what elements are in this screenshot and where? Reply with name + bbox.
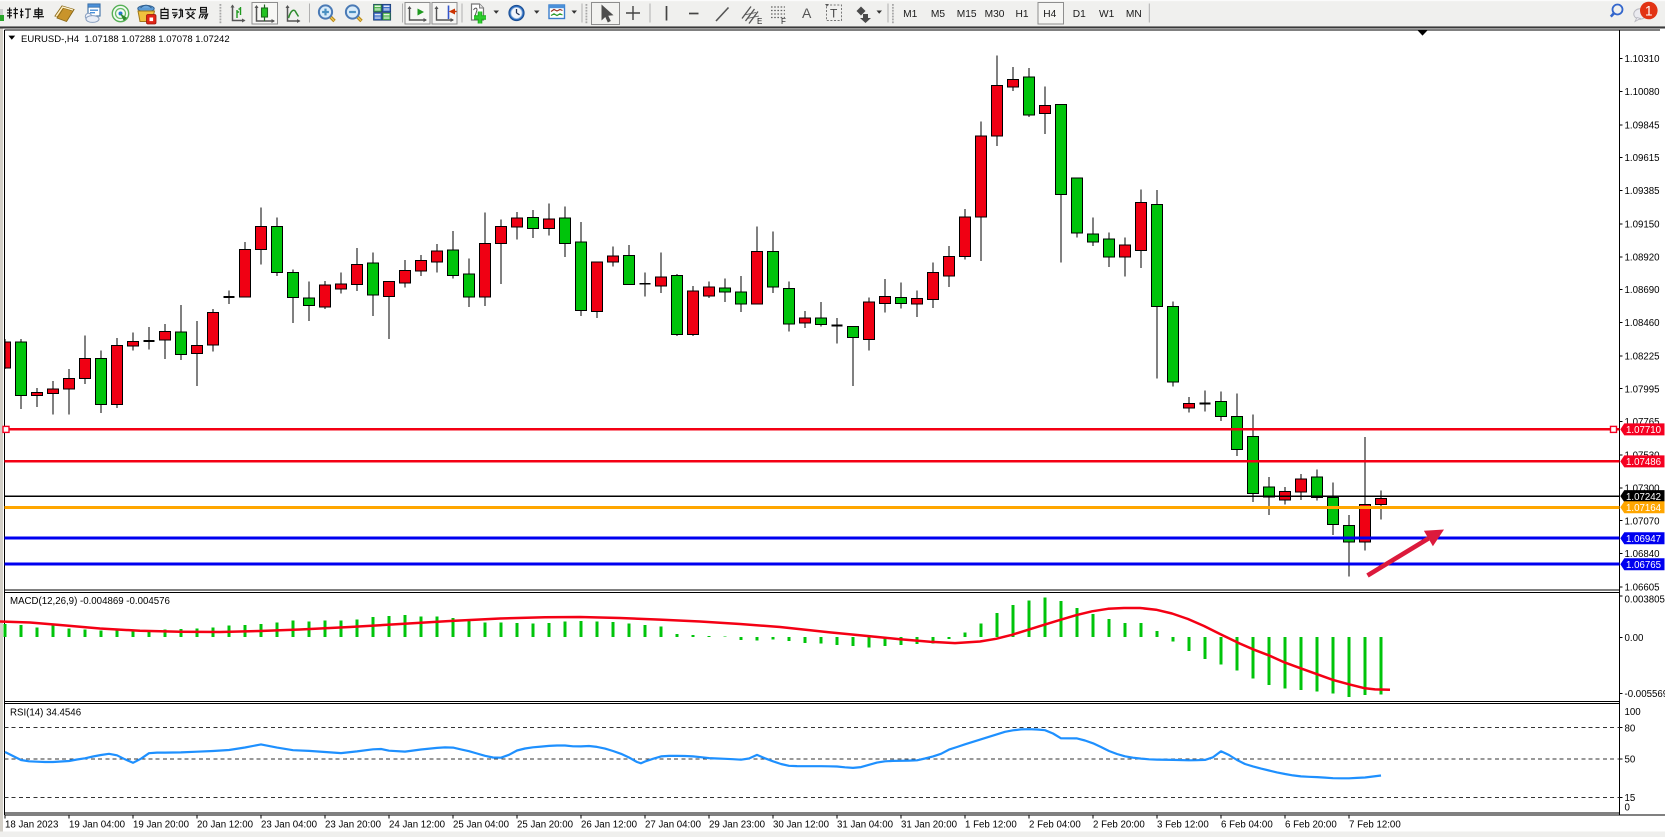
svg-text:H4: H4 — [1043, 9, 1056, 20]
svg-text:3 Feb 12:00: 3 Feb 12:00 — [1157, 820, 1209, 831]
svg-text:7 Feb 12:00: 7 Feb 12:00 — [1349, 820, 1401, 831]
svg-text:1.06765: 1.06765 — [1626, 560, 1661, 571]
svg-text:1.09845: 1.09845 — [1625, 120, 1660, 131]
svg-text:MN: MN — [1126, 9, 1142, 20]
svg-text:20 Jan 12:00: 20 Jan 12:00 — [197, 820, 254, 831]
svg-text:0.003805: 0.003805 — [1625, 595, 1665, 606]
svg-text:1.09615: 1.09615 — [1625, 153, 1660, 164]
svg-text:1.07995: 1.07995 — [1625, 384, 1660, 395]
svg-text:2 Feb 20:00: 2 Feb 20:00 — [1093, 820, 1145, 831]
svg-text:T: T — [830, 7, 838, 21]
svg-text:1.07486: 1.07486 — [1626, 457, 1661, 468]
svg-text:1.09150: 1.09150 — [1625, 220, 1661, 231]
svg-text:29 Jan 23:00: 29 Jan 23:00 — [709, 820, 766, 831]
svg-text:1.08690: 1.08690 — [1625, 285, 1661, 296]
svg-text:50: 50 — [1625, 755, 1636, 766]
svg-text:1.07242: 1.07242 — [1626, 492, 1661, 503]
svg-text:F: F — [781, 17, 786, 26]
svg-text:0: 0 — [1625, 803, 1631, 814]
svg-text:1.07765: 1.07765 — [1625, 417, 1660, 428]
svg-text:31 Jan 20:00: 31 Jan 20:00 — [901, 820, 958, 831]
svg-text:24 Jan 12:00: 24 Jan 12:00 — [389, 820, 446, 831]
svg-text:31 Jan 04:00: 31 Jan 04:00 — [837, 820, 894, 831]
svg-text:M1: M1 — [903, 9, 917, 20]
svg-text:1 Feb 12:00: 1 Feb 12:00 — [965, 820, 1017, 831]
svg-text:1.10310: 1.10310 — [1625, 54, 1661, 65]
svg-text:6 Feb 20:00: 6 Feb 20:00 — [1285, 820, 1337, 831]
svg-text:D1: D1 — [1073, 9, 1086, 20]
svg-text:RSI(14) 34.4546: RSI(14) 34.4546 — [10, 708, 81, 719]
svg-text:2 Feb 04:00: 2 Feb 04:00 — [1029, 820, 1081, 831]
svg-text:1.06947: 1.06947 — [1626, 534, 1661, 545]
svg-text:E: E — [757, 17, 762, 26]
svg-text:100: 100 — [1625, 707, 1642, 718]
svg-text:18 Jan 2023: 18 Jan 2023 — [5, 820, 58, 831]
svg-text:23 Jan 20:00: 23 Jan 20:00 — [325, 820, 382, 831]
svg-text:27 Jan 04:00: 27 Jan 04:00 — [645, 820, 702, 831]
svg-text:25 Jan 20:00: 25 Jan 20:00 — [517, 820, 574, 831]
svg-text:19 Jan 20:00: 19 Jan 20:00 — [133, 820, 190, 831]
svg-text:EURUSD-,H4 1.07188 1.07288 1.: EURUSD-,H4 1.07188 1.07288 1.07078 1.072… — [21, 34, 230, 45]
svg-text:H1: H1 — [1015, 9, 1028, 20]
svg-text:23 Jan 04:00: 23 Jan 04:00 — [261, 820, 318, 831]
svg-text:26 Jan 12:00: 26 Jan 12:00 — [581, 820, 638, 831]
svg-text:1.06840: 1.06840 — [1625, 549, 1661, 560]
svg-text:19 Jan 04:00: 19 Jan 04:00 — [69, 820, 126, 831]
svg-text:A: A — [802, 5, 812, 21]
svg-text:0.00: 0.00 — [1625, 633, 1644, 644]
svg-text:W1: W1 — [1099, 9, 1115, 20]
svg-text:30 Jan 12:00: 30 Jan 12:00 — [773, 820, 830, 831]
svg-text:1.08225: 1.08225 — [1625, 352, 1660, 363]
svg-text:6 Feb 04:00: 6 Feb 04:00 — [1221, 820, 1273, 831]
svg-text:1.07164: 1.07164 — [1626, 503, 1662, 514]
svg-text:M5: M5 — [931, 9, 945, 20]
svg-text:1.07710: 1.07710 — [1626, 425, 1662, 436]
svg-text:15: 15 — [1625, 793, 1636, 804]
svg-text:MACD(12,26,9) -0.004869 -0.004: MACD(12,26,9) -0.004869 -0.004576 — [10, 596, 170, 607]
svg-text:1.08920: 1.08920 — [1625, 252, 1661, 263]
svg-text:M15: M15 — [957, 9, 977, 20]
svg-text:-0.005569: -0.005569 — [1625, 689, 1665, 700]
svg-text:25 Jan 04:00: 25 Jan 04:00 — [453, 820, 510, 831]
svg-text:M30: M30 — [985, 9, 1005, 20]
svg-text:1.07070: 1.07070 — [1625, 516, 1661, 527]
svg-text:1: 1 — [1645, 3, 1653, 18]
svg-text:1.09385: 1.09385 — [1625, 186, 1660, 197]
svg-text:80: 80 — [1625, 723, 1636, 734]
svg-text:1.08460: 1.08460 — [1625, 318, 1661, 329]
svg-text:1.06605: 1.06605 — [1625, 583, 1660, 594]
svg-text:1.07300: 1.07300 — [1625, 483, 1661, 494]
svg-text:1.10080: 1.10080 — [1625, 87, 1661, 98]
